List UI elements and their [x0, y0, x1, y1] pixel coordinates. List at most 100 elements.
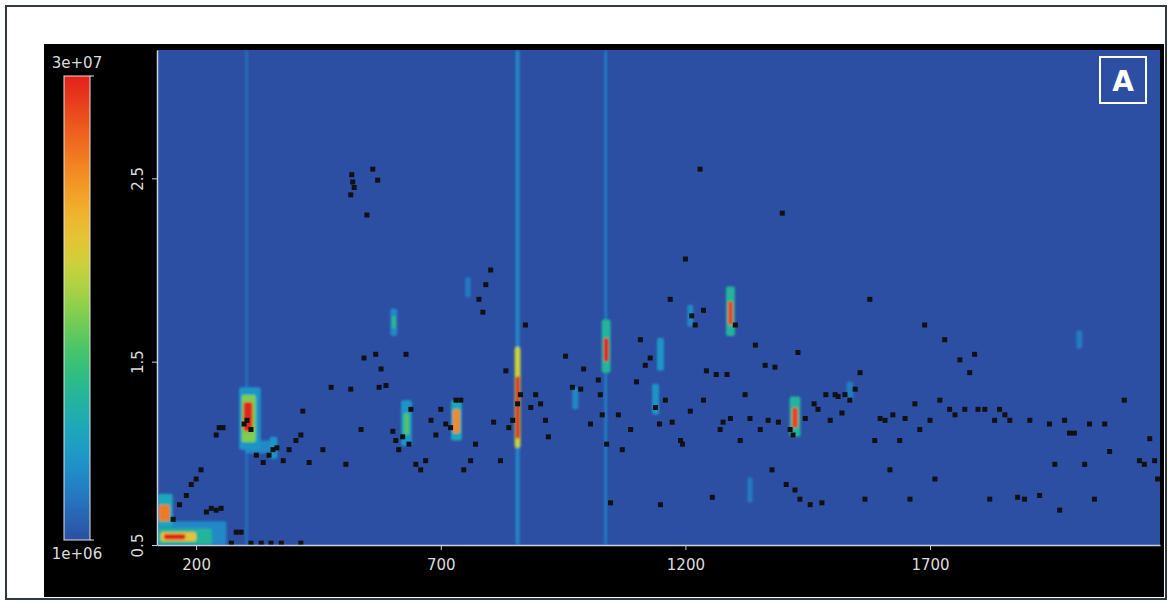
scatter-point: [377, 385, 382, 390]
scatter-point: [962, 407, 967, 412]
scatter-point: [510, 418, 515, 423]
scatter-point: [274, 445, 279, 450]
scatter-point: [423, 458, 428, 463]
scatter-point: [1062, 418, 1067, 423]
scatter-point: [349, 172, 354, 177]
scatter-point: [364, 213, 369, 218]
scatter-point: [1067, 431, 1072, 436]
scatter-point: [733, 323, 738, 328]
scatter-point: [1155, 477, 1160, 482]
scatter-point: [281, 458, 286, 463]
scatter-point: [1057, 508, 1062, 513]
y-tick-mark: [152, 545, 157, 546]
scatter-point: [184, 493, 189, 498]
heatmap-cell: [244, 402, 253, 431]
y-tick: 0.5: [129, 534, 157, 558]
scatter-point: [570, 385, 575, 390]
scatter-point: [689, 313, 694, 318]
scatter-point: [375, 178, 380, 183]
scatter-point: [383, 383, 388, 388]
scatter-point: [701, 308, 706, 313]
scatter-point: [738, 438, 743, 443]
colorbar-tick: [90, 76, 94, 77]
scatter-point: [523, 323, 528, 328]
scatter-point: [1007, 418, 1012, 423]
scatter-point: [408, 407, 413, 412]
scatter-point: [1122, 398, 1127, 403]
x-tick: 1200: [667, 545, 705, 574]
y-tick-label: 2.5: [129, 167, 147, 191]
scatter-point: [596, 378, 601, 383]
scatter-point: [922, 323, 927, 328]
scatter-point: [379, 367, 384, 372]
x-tick: 700: [427, 545, 456, 574]
scatter-point: [189, 482, 194, 487]
heatmap-cell: [161, 532, 196, 541]
scatter-point: [907, 497, 912, 502]
scatter-point: [698, 167, 703, 172]
scatter-point: [628, 427, 633, 432]
scatter-point: [693, 323, 698, 328]
heatmap-cell: [1076, 331, 1082, 349]
colorbar-label: 1e+06: [52, 545, 102, 563]
scatter-point: [259, 541, 264, 545]
scatter-point: [473, 442, 478, 447]
scatter-point: [701, 398, 706, 403]
heatmap-cell: [657, 338, 664, 371]
scatter-point: [390, 429, 395, 434]
scatter-point: [563, 354, 568, 359]
heatmap-cell: [158, 494, 173, 527]
scatter-point: [214, 433, 219, 438]
scatter-point: [453, 398, 458, 403]
scatter-point: [413, 462, 418, 467]
y-tick-label: 0.5: [129, 534, 147, 558]
x-tick: 200: [182, 545, 211, 574]
scatter-point: [393, 438, 398, 443]
scatter-point: [780, 211, 785, 216]
scatter-point: [812, 401, 817, 406]
scatter-point: [298, 433, 303, 438]
scatter-point: [867, 297, 872, 302]
scatter-point: [1027, 418, 1032, 423]
heatmap-cell: [728, 301, 733, 325]
heatmap-cell: [652, 384, 659, 415]
scatter-point: [598, 392, 603, 397]
scatter-point: [808, 502, 813, 507]
scatter-point: [992, 418, 997, 423]
scatter-point: [543, 418, 548, 423]
scatter-point: [503, 368, 508, 373]
scatter-point: [638, 337, 643, 342]
scatter-point: [219, 506, 224, 511]
scatter-point: [793, 488, 798, 493]
scatter-point: [352, 185, 357, 190]
scatter-point: [1087, 422, 1092, 427]
scatter-point: [546, 434, 551, 439]
scatter-point: [643, 363, 648, 368]
scatter-point: [1072, 431, 1077, 436]
panel-background: [44, 44, 1164, 597]
heatmap-cell: [239, 387, 261, 449]
scatter-point: [261, 460, 266, 465]
scatter-point: [343, 462, 348, 467]
scatter-point: [418, 467, 423, 472]
scatter-point: [209, 506, 214, 511]
x-tick-label: 1200: [667, 556, 705, 574]
scatter-point: [476, 297, 481, 302]
colorbar-scale: [64, 76, 90, 540]
scatter-point: [788, 427, 793, 432]
heatmap-cell: [242, 395, 256, 443]
scatter-point: [883, 418, 888, 423]
y-tick-label: 1.5: [129, 350, 147, 374]
heatmap-cell: [164, 534, 186, 540]
heatmap-cell: [748, 477, 753, 503]
scatter-point: [842, 392, 847, 397]
scatter-point: [847, 398, 852, 403]
heatmap-cell: [404, 413, 410, 435]
scatter-point: [361, 356, 366, 361]
scatter-point: [267, 453, 272, 458]
heatmap-cell: [515, 347, 521, 448]
scatter-point: [897, 438, 902, 443]
scatter-point: [763, 363, 768, 368]
scatter-point: [823, 392, 828, 397]
scatter-point: [710, 495, 715, 500]
